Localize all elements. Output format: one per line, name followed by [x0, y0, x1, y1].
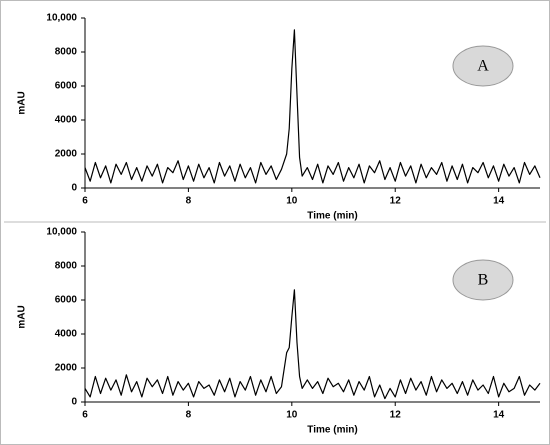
y-tick-label: 4000 — [55, 329, 78, 340]
y-tick-label: 2000 — [55, 149, 78, 160]
x-tick-label: 8 — [186, 410, 192, 421]
y-tick-label: 0 — [71, 183, 77, 194]
annotation: A — [477, 58, 489, 75]
y-tick-label: 2000 — [55, 363, 78, 374]
y-axis-label: mAU — [17, 91, 28, 114]
x-tick-label: 10 — [286, 410, 298, 421]
y-tick-label: 10,000 — [46, 13, 77, 24]
x-tick-label: 12 — [390, 410, 402, 421]
y-axis-label: mAU — [17, 305, 28, 328]
y-tick-label: 8000 — [55, 261, 78, 272]
x-axis-label: Time (min) — [307, 211, 357, 222]
x-axis-label: Time (min) — [307, 425, 357, 436]
y-tick-label: 8000 — [55, 47, 78, 58]
y-tick-label: 0 — [71, 397, 77, 408]
y-tick-label: 4000 — [55, 115, 78, 126]
y-tick-label: 10,000 — [46, 227, 77, 238]
x-tick-label: 12 — [390, 196, 402, 207]
annotation-badge — [452, 259, 514, 301]
y-tick-label: 6000 — [55, 81, 78, 92]
chromatogram-line — [84, 289, 541, 400]
y-tick-label: 6000 — [55, 295, 78, 306]
chromatogram-line — [84, 29, 541, 184]
annotation: B — [478, 272, 489, 289]
x-tick-label: 14 — [493, 410, 505, 421]
x-tick-label: 14 — [493, 196, 505, 207]
x-tick-label: 10 — [286, 196, 298, 207]
x-tick-label: 8 — [186, 196, 192, 207]
x-tick-label: 6 — [82, 196, 88, 207]
annotation-badge — [452, 45, 514, 87]
x-tick-label: 6 — [82, 410, 88, 421]
